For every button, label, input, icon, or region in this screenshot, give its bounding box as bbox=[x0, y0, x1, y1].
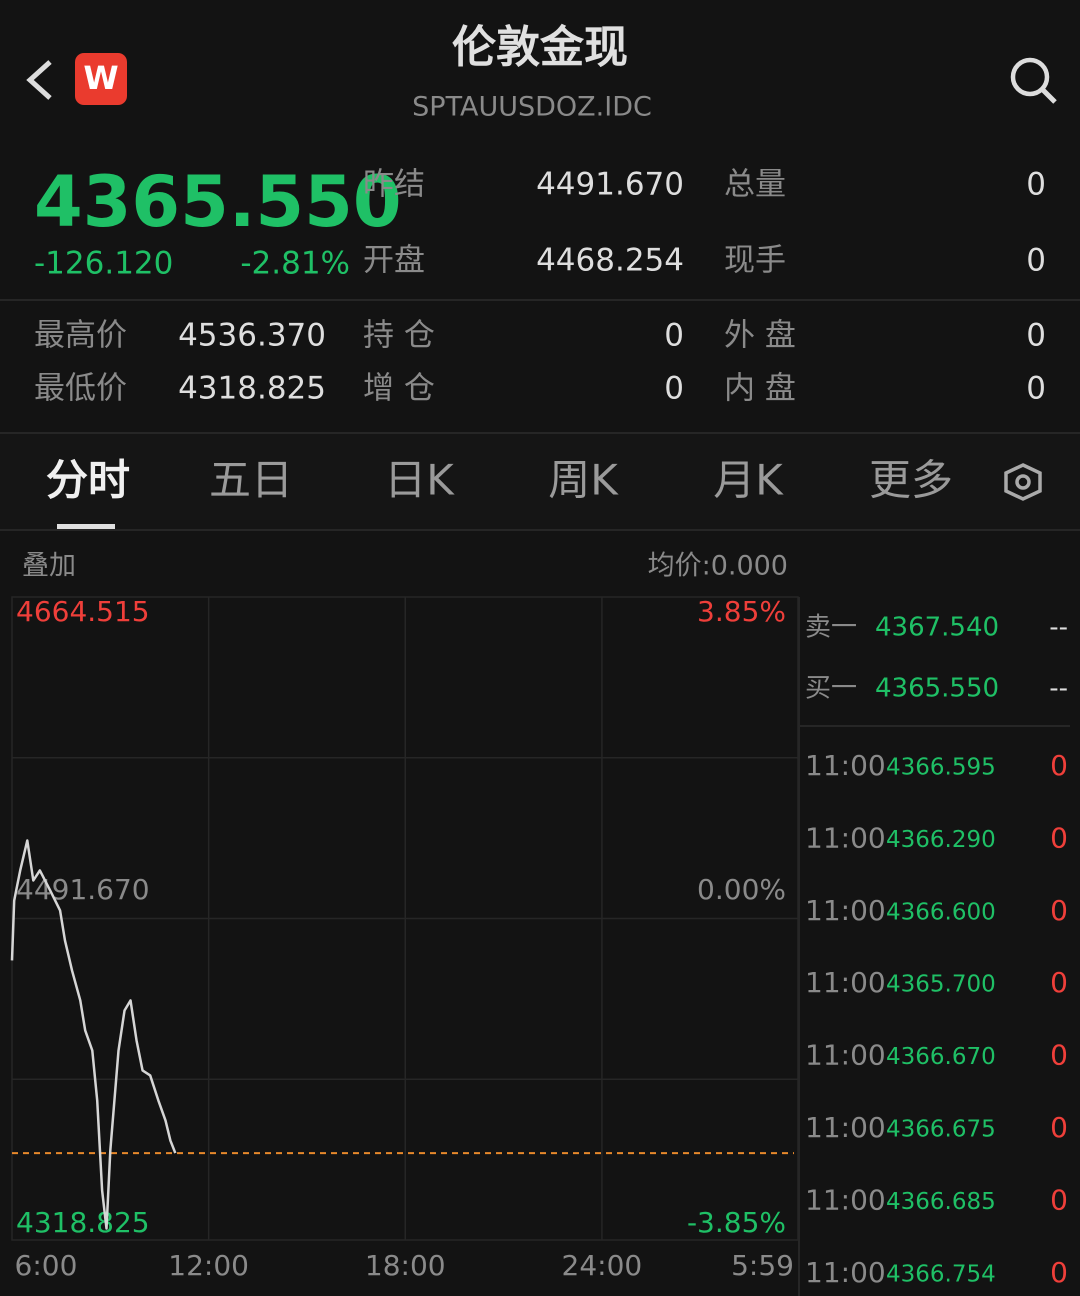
avg-price: 均价:0.000 bbox=[648, 551, 788, 582]
trade-volume: 0 bbox=[1050, 966, 1068, 999]
tab[interactable]: 分时 bbox=[46, 456, 130, 505]
tab-indicator bbox=[57, 524, 115, 529]
trade-time: 11:00 bbox=[805, 1183, 886, 1216]
trade-volume: 0 bbox=[1050, 1111, 1068, 1144]
tab-bar bbox=[0, 433, 1080, 530]
stat-value: 0 bbox=[1026, 243, 1046, 279]
x-tick-label: 12:00 bbox=[168, 1249, 249, 1282]
y2-tick-label: 0.00% bbox=[697, 873, 786, 906]
order-label: 买一 bbox=[805, 674, 857, 704]
stat-value: 4491.670 bbox=[536, 167, 684, 203]
stat-label: 现手 bbox=[724, 243, 786, 279]
trade-time: 11:00 bbox=[805, 894, 886, 927]
stat-label: 外 盘 bbox=[724, 318, 796, 354]
stat-label: 开盘 bbox=[363, 243, 425, 279]
trade-price: 4366.754 bbox=[886, 1261, 996, 1287]
stat-label: 总量 bbox=[724, 167, 786, 203]
trade-time: 11:00 bbox=[805, 1256, 886, 1289]
search-icon bbox=[1010, 57, 1050, 97]
tab[interactable]: 日K bbox=[384, 456, 455, 505]
settings-button[interactable] bbox=[1004, 463, 1042, 501]
code: SPTAUUSDOZ.IDC bbox=[412, 92, 652, 123]
stat-value: 0 bbox=[1026, 371, 1046, 407]
y-tick-label: 4491.670 bbox=[16, 873, 150, 906]
x-tick-label: 6:00 bbox=[15, 1249, 78, 1282]
trade-volume: 0 bbox=[1050, 1183, 1068, 1216]
search-icon bbox=[1041, 88, 1057, 104]
back-button[interactable] bbox=[26, 60, 52, 100]
x-tick-label: 24:00 bbox=[562, 1249, 643, 1282]
x-tick-label: 18:00 bbox=[365, 1249, 446, 1282]
title: 伦敦金现 bbox=[452, 22, 628, 73]
stat-label: 增 仓 bbox=[363, 371, 435, 407]
trade-time: 11:00 bbox=[805, 1039, 886, 1072]
trade-time: 11:00 bbox=[805, 1111, 886, 1144]
tab[interactable]: 更多 bbox=[869, 456, 953, 505]
y2-tick-label: 3.85% bbox=[697, 595, 786, 628]
tab[interactable]: 周K bbox=[548, 456, 619, 505]
logo-text: W bbox=[83, 59, 118, 97]
trade-volume: 0 bbox=[1050, 1039, 1068, 1072]
stat-value: 4536.370 bbox=[178, 318, 326, 354]
stat-value: 0 bbox=[1026, 167, 1046, 203]
stat-label: 昨结 bbox=[363, 167, 425, 203]
x-tick-label: 5:59 bbox=[731, 1249, 794, 1282]
order-price: 4367.540 bbox=[875, 613, 999, 643]
overlay-button[interactable]: 叠加 bbox=[22, 551, 76, 582]
trade-time: 11:00 bbox=[805, 821, 886, 854]
trade-price: 4366.675 bbox=[886, 1117, 996, 1143]
stat-label: 最低价 bbox=[34, 371, 127, 407]
y2-tick-label: -3.85% bbox=[687, 1206, 786, 1239]
trade-time: 11:00 bbox=[805, 749, 886, 782]
trade-price: 4366.595 bbox=[886, 755, 996, 781]
stat-value: 4468.254 bbox=[536, 243, 684, 279]
y-tick-label: 4318.825 bbox=[16, 1206, 150, 1239]
trade-time: 11:00 bbox=[805, 966, 886, 999]
trade-volume: 0 bbox=[1050, 1256, 1068, 1289]
change: -126.120 bbox=[34, 246, 173, 282]
stat-value: 0 bbox=[1026, 318, 1046, 354]
logo bbox=[75, 53, 127, 105]
order-price: 4365.550 bbox=[875, 674, 999, 704]
change-pct: -2.81% bbox=[240, 246, 350, 282]
trade-price: 4366.290 bbox=[886, 827, 996, 853]
trade-price: 4366.685 bbox=[886, 1189, 996, 1215]
price: 4365.550 bbox=[34, 161, 402, 243]
stat-label: 持 仓 bbox=[363, 318, 435, 354]
tab[interactable]: 月K bbox=[713, 456, 784, 505]
stat-value: 0 bbox=[664, 371, 684, 407]
order-label: 卖一 bbox=[805, 613, 857, 643]
tab[interactable]: 五日 bbox=[209, 456, 293, 505]
price-line-series bbox=[10, 839, 177, 1230]
trade-volume: 0 bbox=[1050, 894, 1068, 927]
stat-label: 最高价 bbox=[34, 318, 127, 354]
search-button[interactable] bbox=[1010, 57, 1057, 104]
order-volume: -- bbox=[1049, 674, 1068, 704]
stat-value: 4318.825 bbox=[178, 371, 326, 407]
trade-price: 4366.670 bbox=[886, 1044, 996, 1070]
trade-price: 4366.600 bbox=[886, 899, 996, 925]
y-tick-label: 4664.515 bbox=[16, 595, 150, 628]
trade-price: 4365.700 bbox=[886, 972, 996, 998]
trade-volume: 0 bbox=[1050, 749, 1068, 782]
settings-icon bbox=[1015, 474, 1031, 490]
stat-label: 内 盘 bbox=[724, 371, 796, 407]
stat-value: 0 bbox=[664, 318, 684, 354]
order-volume: -- bbox=[1049, 613, 1068, 643]
settings-icon bbox=[1004, 463, 1042, 501]
trade-volume: 0 bbox=[1050, 821, 1068, 854]
